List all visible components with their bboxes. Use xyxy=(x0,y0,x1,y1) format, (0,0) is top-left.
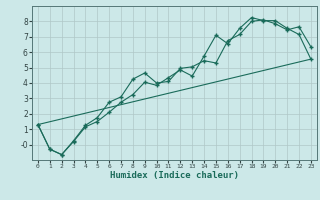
X-axis label: Humidex (Indice chaleur): Humidex (Indice chaleur) xyxy=(110,171,239,180)
